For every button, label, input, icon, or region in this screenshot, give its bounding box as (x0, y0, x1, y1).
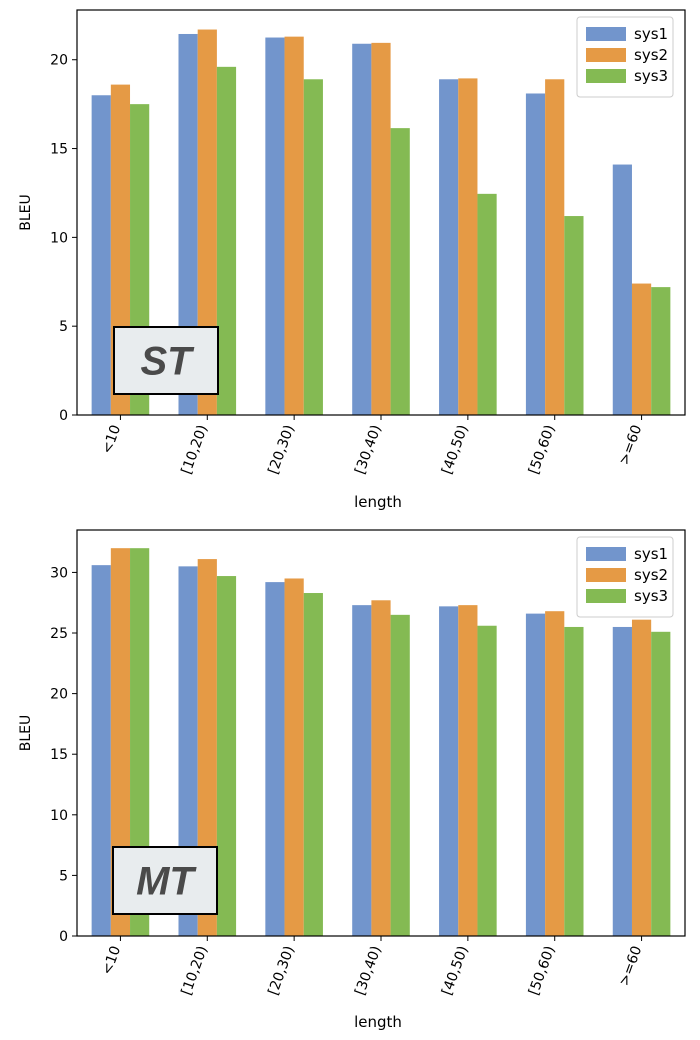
bar-sys1-5 (525, 613, 546, 936)
legend-label-sys3: sys3 (634, 587, 668, 605)
bar-sys3-3 (390, 614, 410, 936)
legend-swatch-sys1 (586, 547, 626, 561)
x-tick-label: [40,50) (439, 423, 471, 476)
x-tick-label: >=60 (616, 423, 645, 467)
x-tick-label: <10 (99, 944, 124, 977)
legend-swatch-sys2 (586, 48, 626, 62)
y-tick-label: 20 (50, 53, 68, 69)
bar-sys1-2 (265, 582, 285, 936)
bar-sys3-6 (651, 287, 671, 415)
bar-sys2-3 (371, 600, 391, 936)
bar-sys3-1 (216, 576, 237, 936)
x-tick-label: >=60 (616, 944, 645, 988)
bar-sys2-1 (197, 559, 217, 936)
bar-sys2-6 (631, 283, 652, 415)
bar-sys1-0 (91, 95, 111, 415)
bar-sys3-0 (130, 548, 150, 936)
bar-sys1-1 (178, 33, 198, 415)
y-tick-label: 25 (50, 626, 68, 642)
legend: sys1 sys2 sys3 (576, 16, 674, 98)
bar-sys1-0 (91, 565, 111, 936)
bar-sys1-4 (439, 606, 459, 936)
y-tick-label: 30 (50, 565, 68, 581)
bar-sys2-1 (197, 29, 217, 415)
y-tick-label: 5 (59, 868, 68, 884)
bar-sys2-6 (631, 619, 652, 936)
x-tick-label: <10 (99, 423, 124, 456)
bar-sys2-0 (110, 548, 131, 936)
bar-sys1-4 (439, 79, 459, 415)
x-tick-label: [40,50) (439, 944, 471, 997)
x-axis-label: length (354, 493, 402, 511)
legend-label-sys1: sys1 (634, 545, 668, 563)
panel-tag-label: MT (136, 860, 197, 904)
y-tick-label: 15 (50, 747, 68, 763)
x-tick-label: [10,20) (179, 423, 211, 476)
y-tick-label: 15 (50, 142, 68, 158)
bar-sys2-2 (284, 36, 304, 415)
y-tick-label: 20 (50, 687, 68, 703)
legend-label-sys1: sys1 (634, 25, 668, 43)
bar-sys3-2 (303, 593, 323, 936)
bar-sys1-6 (612, 164, 632, 415)
bar-sys2-5 (545, 79, 565, 415)
legend-swatch-sys1 (586, 27, 626, 41)
bar-sys1-3 (352, 43, 372, 415)
y-axis-label: BLEU (18, 715, 34, 752)
bar-sys1-1 (178, 566, 198, 936)
legend-label-sys3: sys3 (634, 67, 668, 85)
legend-swatch-sys3 (586, 589, 626, 603)
bar-sys3-4 (477, 193, 497, 415)
x-tick-label: [20,30) (265, 944, 297, 997)
bar-sys3-6 (651, 631, 671, 936)
bar-sys3-4 (477, 625, 497, 936)
bar-sys1-6 (612, 626, 632, 936)
bar-sys3-5 (564, 216, 584, 415)
y-tick-label: 5 (59, 319, 68, 335)
bar-sys2-5 (545, 611, 565, 936)
x-tick-label: [50,60) (526, 944, 558, 997)
legend: sys1 sys2 sys3 (576, 536, 674, 618)
bar-sys3-2 (303, 79, 323, 415)
y-tick-label: 10 (50, 230, 68, 246)
y-tick-label: 0 (59, 408, 68, 424)
bar-sys3-5 (564, 626, 584, 936)
y-tick-label: 10 (50, 808, 68, 824)
bar-sys1-2 (265, 37, 285, 415)
bar-sys3-3 (390, 128, 410, 415)
bar-sys2-4 (458, 78, 478, 415)
chart-panel-mt: 0 5 10 15 20 25 30 <10 [10,20) [20,30) [30,40) [40,… (18, 529, 686, 1031)
panel-tag-box (112, 846, 218, 915)
x-tick-label: [20,30) (265, 423, 297, 476)
x-axis-label: length (354, 1013, 402, 1031)
bar-sys1-3 (352, 605, 372, 936)
x-tick-label: [30,40) (352, 423, 384, 476)
x-tick-label: [10,20) (179, 944, 211, 997)
legend-swatch-sys3 (586, 69, 626, 83)
x-tick-label: [50,60) (526, 423, 558, 476)
legend-swatch-sys2 (586, 568, 626, 582)
bar-sys1-5 (525, 93, 546, 416)
chart-panel-st: 0 5 10 15 20 <10 [10,20) [20,30) [30,40) [40,50) [… (18, 9, 686, 511)
y-axis-label: BLEU (18, 194, 34, 231)
y-tick-label: 0 (59, 929, 68, 945)
x-tick-label: [30,40) (352, 944, 384, 997)
bar-sys2-2 (284, 578, 304, 936)
legend-label-sys2: sys2 (634, 46, 668, 64)
bar-sys2-3 (371, 42, 391, 416)
bar-sys2-4 (458, 605, 478, 936)
legend-label-sys2: sys2 (634, 566, 668, 584)
bar-sys3-1 (216, 66, 237, 415)
panel-tag-label: ST (140, 340, 195, 384)
panel-tag-box (113, 326, 219, 395)
